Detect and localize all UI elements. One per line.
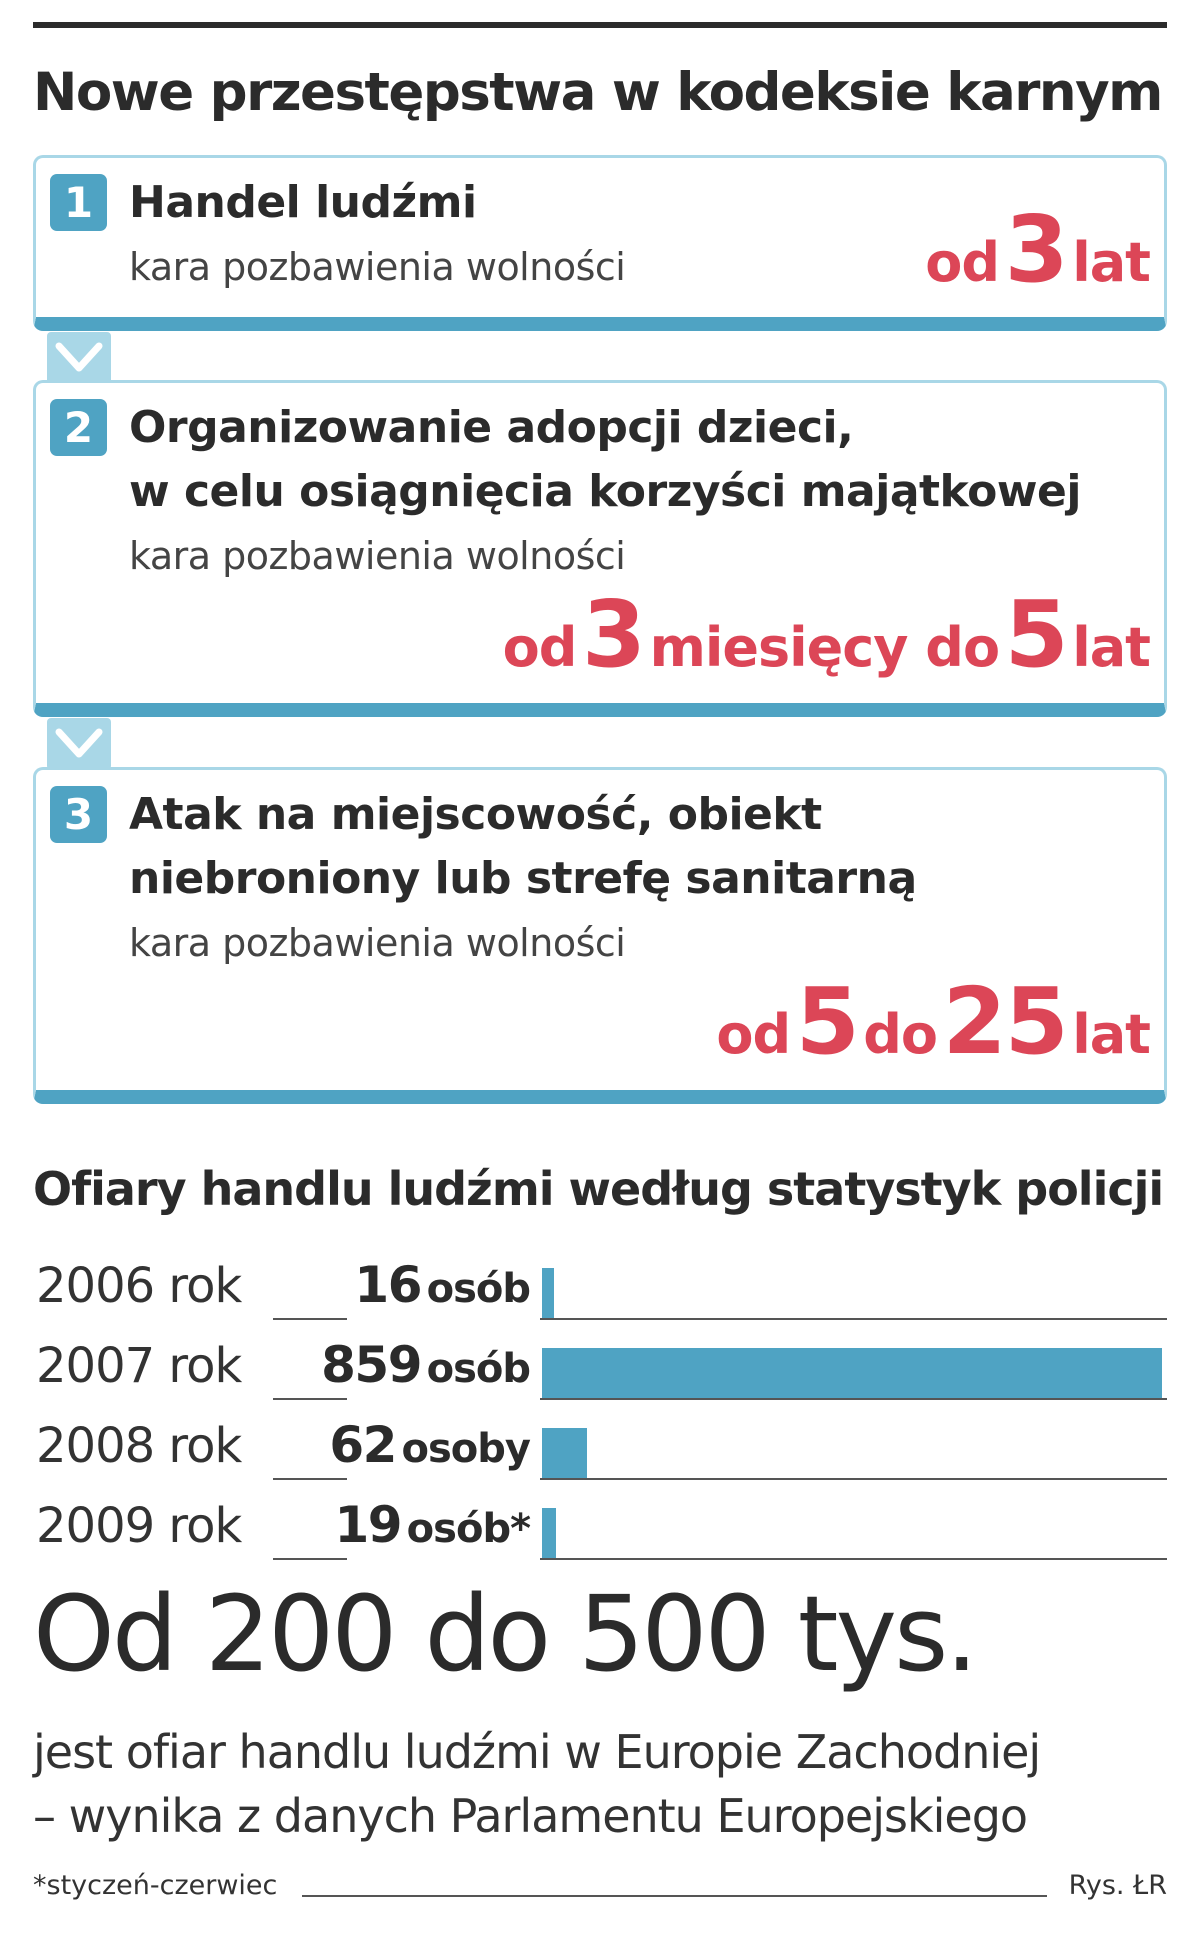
count-unit: osób [426, 1346, 531, 1392]
sentence-text: od [925, 231, 1000, 294]
bar-row: 2006 rok 16 osób [0, 1250, 1200, 1330]
number-badge: 1 [50, 174, 107, 231]
number-badge: 2 [50, 399, 107, 456]
sentence-text: lat [1072, 1003, 1151, 1066]
crime-title-line: w celu osiągnięcia korzyści majątkowej [129, 466, 1081, 517]
leader-line [273, 1478, 347, 1480]
year-label: 2007 rok [36, 1338, 242, 1394]
sentence-text: do [863, 1003, 938, 1066]
count-value: 16 [354, 1256, 422, 1314]
sentence-text: od [716, 1003, 791, 1066]
sentence-number: 5 [795, 968, 860, 1075]
sentence-text: od [502, 616, 578, 679]
sentence: od 3 miesięcy do 5 lat [502, 589, 1151, 681]
bar-row: 2007 rok 859 osób [0, 1330, 1200, 1410]
crime-box-3: 3 Atak na miejscowość, obiekt niebronion… [33, 767, 1167, 1104]
crime-box-2: 2 Organizowanie adopcji dzieci, w celu o… [33, 380, 1167, 717]
chart-title: Ofiary handlu ludźmi według statystyk po… [33, 1162, 1164, 1216]
footnote: *styczeń-czerwiec [33, 1870, 278, 1901]
crime-box-1: 1 Handel ludźmi kara pozbawienia wolnośc… [33, 155, 1167, 331]
count-value: 62 [329, 1416, 397, 1474]
bar-baseline [540, 1318, 1167, 1320]
sentence-number: 3 [1004, 196, 1069, 303]
bar-2007 [542, 1348, 1162, 1398]
count-unit: osoby [401, 1426, 531, 1472]
leader-line [273, 1398, 347, 1400]
stat-description-line: – wynika z danych Parlamentu Europejskie… [33, 1789, 1028, 1843]
count-label: 19 osób* [334, 1496, 532, 1554]
stat-description-line: jest ofiar handlu ludźmi w Europie Zacho… [33, 1725, 1041, 1779]
penalty-label: kara pozbawienia wolności [129, 921, 626, 965]
leader-line [273, 1558, 347, 1560]
count-label: 62 osoby [329, 1416, 531, 1474]
top-rule [33, 22, 1167, 28]
bar-row: 2009 rok 19 osób* [0, 1490, 1200, 1570]
headline: Nowe przestępstwa w kodeksie karnym [33, 62, 1163, 123]
year-label: 2009 rok [36, 1498, 242, 1554]
sentence-number: 3 [582, 581, 646, 688]
count-value: 859 [321, 1336, 422, 1394]
sentence-text: miesięcy do [649, 616, 1000, 679]
big-stat-headline: Od 200 do 500 tys. [33, 1573, 978, 1695]
year-label: 2008 rok [36, 1418, 242, 1474]
penalty-label: kara pozbawienia wolności [129, 534, 626, 578]
sentence-number: 5 [1004, 581, 1069, 688]
crime-title-line: Atak na miejscowość, obiekt [129, 789, 822, 840]
stat-description: jest ofiar handlu ludźmi w Europie Zacho… [33, 1720, 1041, 1848]
chevron-down-icon [47, 718, 111, 770]
leader-line [273, 1318, 347, 1320]
bar-baseline [540, 1478, 1167, 1480]
penalty-label: kara pozbawienia wolności [129, 245, 626, 289]
bar-2006 [542, 1268, 554, 1318]
year-label: 2006 rok [36, 1258, 242, 1314]
count-value: 19 [334, 1496, 403, 1554]
crime-title-line: Handel ludźmi [129, 177, 477, 228]
sentence-text: lat [1072, 231, 1151, 294]
sentence-number: 25 [942, 968, 1069, 1075]
bar-2009 [542, 1508, 556, 1558]
number-badge: 3 [50, 786, 107, 843]
count-label: 16 osób [354, 1256, 531, 1314]
crime-title-line: Organizowanie adopcji dzieci, [129, 402, 854, 453]
count-unit: osób [426, 1266, 531, 1312]
sentence-text: lat [1072, 616, 1151, 679]
bar-row: 2008 rok 62 osoby [0, 1410, 1200, 1490]
count-label: 859 osób [321, 1336, 531, 1394]
credit: Rys. ŁR [1068, 1870, 1167, 1901]
sentence: od 3 lat [925, 204, 1151, 296]
bar-baseline [540, 1398, 1167, 1400]
sentence: od 5 do 25 lat [716, 976, 1151, 1068]
chevron-down-icon [47, 332, 111, 384]
footer-rule [302, 1895, 1047, 1897]
bar-2008 [542, 1428, 587, 1478]
count-unit: osób* [406, 1506, 531, 1552]
bar-baseline [540, 1558, 1167, 1560]
crime-title-line: niebroniony lub strefę sanitarną [129, 853, 917, 904]
